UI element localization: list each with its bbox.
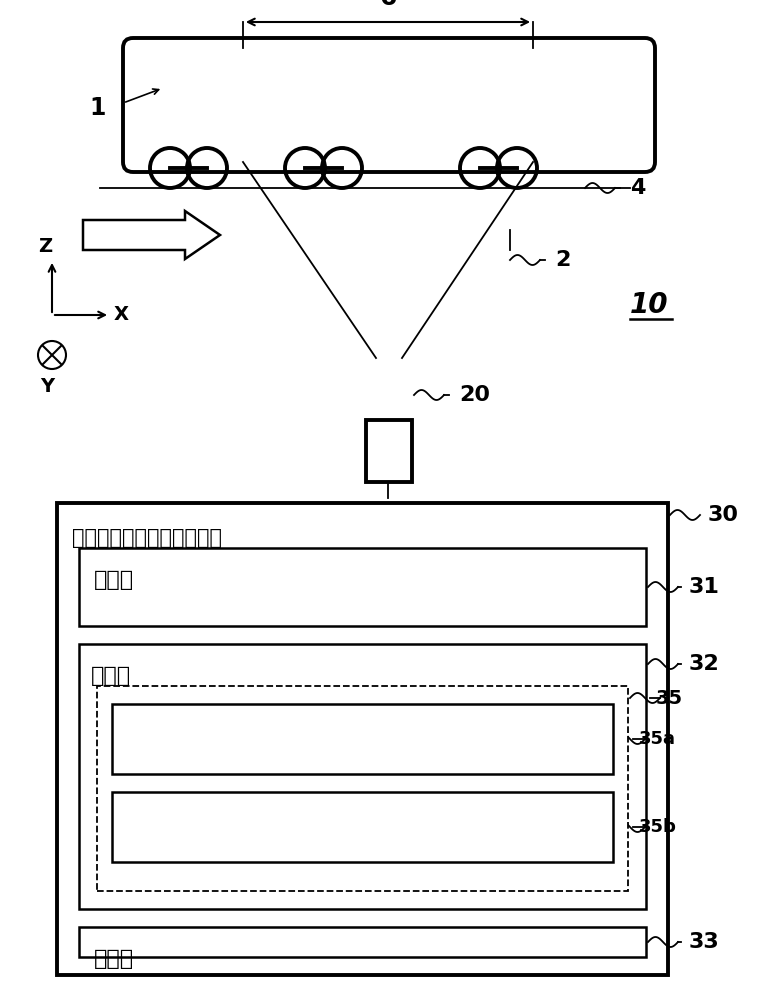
FancyBboxPatch shape (112, 792, 613, 862)
FancyBboxPatch shape (57, 503, 668, 975)
Text: Y: Y (40, 377, 54, 396)
Text: 图像处理部（计算机装置）: 图像处理部（计算机装置） (72, 528, 222, 548)
Text: 33: 33 (689, 932, 720, 952)
Text: 存储部: 存储部 (91, 666, 131, 686)
Polygon shape (83, 211, 220, 259)
Text: 1: 1 (90, 96, 106, 120)
FancyBboxPatch shape (97, 686, 628, 891)
Text: 35b: 35b (639, 818, 677, 836)
FancyBboxPatch shape (79, 644, 646, 909)
Text: X: X (114, 306, 129, 324)
Text: 32: 32 (689, 654, 720, 674)
Text: 6: 6 (379, 0, 397, 10)
Text: 处理部: 处理部 (94, 570, 134, 590)
FancyBboxPatch shape (366, 420, 412, 482)
Text: 2: 2 (555, 250, 571, 270)
Text: 35: 35 (656, 688, 683, 708)
FancyBboxPatch shape (123, 38, 655, 172)
Text: 应力分布运算部: 应力分布运算部 (127, 814, 220, 834)
FancyBboxPatch shape (112, 704, 613, 774)
FancyBboxPatch shape (79, 927, 646, 957)
Text: Z: Z (38, 237, 52, 256)
Text: 35a: 35a (639, 730, 676, 748)
Text: 30: 30 (708, 505, 739, 525)
Text: 显示部: 显示部 (94, 949, 134, 969)
Text: 位置对准部: 位置对准部 (127, 726, 194, 746)
Text: 31: 31 (689, 577, 720, 597)
FancyBboxPatch shape (79, 548, 646, 626)
Text: 4: 4 (630, 178, 645, 198)
Text: 20: 20 (459, 385, 490, 405)
Text: 10: 10 (630, 291, 668, 319)
